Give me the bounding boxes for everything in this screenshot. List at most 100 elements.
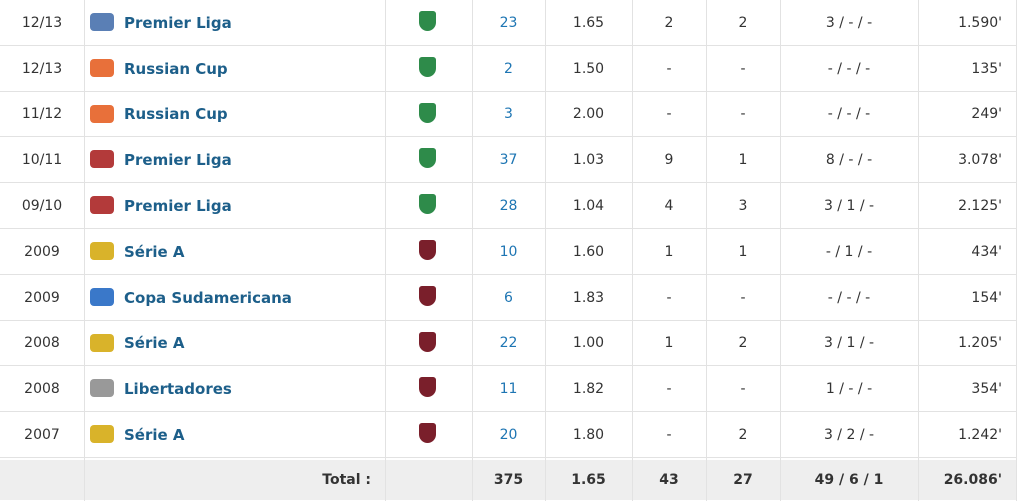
club-crest <box>419 11 436 31</box>
minutes-cell: 1.590' <box>958 14 1002 31</box>
assists-cell: 2 <box>738 335 748 352</box>
club-crest <box>419 285 436 306</box>
cards-cell: - / - / - <box>827 289 871 306</box>
total-goals: 43 <box>632 460 706 500</box>
table-row <box>0 366 1016 413</box>
cards-cell: 3 / 1 / - <box>823 198 875 215</box>
minutes-cell: 154' <box>971 289 1002 306</box>
competition-logo <box>90 425 114 444</box>
cards-cell: 3 / - / - <box>825 14 873 31</box>
assists-cell: 1 <box>738 243 748 260</box>
goals-cell: 4 <box>664 198 674 215</box>
apps-cell: 20 <box>499 427 518 444</box>
goals-cell: 1 <box>664 243 674 260</box>
goals-cell: 2 <box>664 14 674 31</box>
season-cell: 10/11 <box>21 152 63 169</box>
cards-cell: - / 1 / - <box>825 243 873 260</box>
assists-cell: - <box>740 289 746 306</box>
column-divider <box>706 0 707 501</box>
season-cell: 2008 <box>24 381 60 398</box>
minutes-cell: 3.078' <box>958 152 1002 169</box>
assists-cell: - <box>740 106 746 123</box>
goals-cell: - <box>666 381 672 398</box>
season-cell: 09/10 <box>21 198 63 215</box>
apps-cell: 28 <box>499 198 518 215</box>
total-cards: 49 / 6 / 1 <box>780 460 918 500</box>
column-divider <box>545 0 546 501</box>
apps-cell: 10 <box>499 243 518 260</box>
cards-cell: - / - / - <box>827 60 871 77</box>
goals-cell: - <box>666 289 672 306</box>
minutes-cell: 135' <box>971 60 1002 77</box>
table-row <box>0 0 1016 46</box>
table-row <box>0 275 1016 321</box>
season-cell: 12/13 <box>21 60 63 77</box>
competition-logo <box>90 379 114 398</box>
goals-cell: 9 <box>664 152 674 169</box>
club-crest <box>419 102 436 123</box>
competition-logo <box>90 287 114 306</box>
competition-cell: Russian Cup <box>124 59 228 78</box>
table-row <box>0 321 1016 367</box>
competition-cell: Libertadores <box>124 380 232 399</box>
competition-cell: Série A <box>124 426 185 445</box>
competition-cell: Russian Cup <box>124 105 228 124</box>
minutes-cell: 1.242' <box>958 427 1002 444</box>
apps-cell: 23 <box>499 14 518 31</box>
cards-cell: 8 / - / - <box>825 152 873 169</box>
ppm-cell: 2.00 <box>572 106 605 123</box>
apps-cell: 37 <box>499 152 518 169</box>
ppm-cell: 1.03 <box>572 152 605 169</box>
season-cell: 12/13 <box>21 14 63 31</box>
column-divider <box>1016 0 1017 501</box>
competition-logo <box>90 242 114 260</box>
ppm-cell: 1.60 <box>572 243 605 260</box>
competition-logo <box>90 196 114 215</box>
minutes-cell: 1.205' <box>958 335 1002 352</box>
season-cell: 2009 <box>24 243 60 260</box>
competition-cell: Série A <box>124 334 185 353</box>
table-row <box>0 46 1016 92</box>
total-assists: 27 <box>706 460 780 500</box>
table-row <box>0 412 1016 458</box>
table-row <box>0 183 1016 229</box>
ppm-cell: 1.83 <box>572 289 605 306</box>
competition-cell: Premier Liga <box>124 13 232 32</box>
total-apps: 375 <box>472 460 545 500</box>
minutes-cell: 434' <box>971 243 1002 260</box>
season-cell: 11/12 <box>21 106 63 123</box>
competition-cell: Copa Sudamericana <box>124 288 292 307</box>
competition-cell: Premier Liga <box>124 151 232 170</box>
apps-cell: 11 <box>499 381 518 398</box>
assists-cell: 1 <box>738 152 748 169</box>
column-divider <box>780 0 781 501</box>
season-cell: 2009 <box>24 289 60 306</box>
ppm-cell: 1.82 <box>572 381 605 398</box>
column-divider <box>385 0 386 501</box>
column-divider <box>918 0 919 501</box>
ppm-cell: 1.80 <box>572 427 605 444</box>
assists-cell: 2 <box>738 427 748 444</box>
club-crest <box>419 194 436 215</box>
club-crest <box>419 423 436 444</box>
competition-logo <box>90 13 114 31</box>
goals-cell: - <box>666 106 672 123</box>
cards-cell: 3 / 2 / - <box>823 427 875 444</box>
column-divider <box>632 0 633 501</box>
competition-cell: Série A <box>124 242 185 261</box>
assists-cell: - <box>740 60 746 77</box>
season-cell: 2008 <box>24 335 60 352</box>
minutes-cell: 354' <box>971 381 1002 398</box>
minutes-cell: 249' <box>971 106 1002 123</box>
ppm-cell: 1.00 <box>572 335 605 352</box>
competition-cell: Premier Liga <box>124 197 232 216</box>
competition-logo <box>90 58 114 77</box>
table-row <box>0 137 1016 184</box>
club-crest <box>419 377 436 398</box>
total-ppm: 1.65 <box>545 460 632 500</box>
column-divider <box>84 0 85 501</box>
competition-logo <box>90 333 114 352</box>
club-crest <box>419 56 436 77</box>
season-cell: 2007 <box>24 427 60 444</box>
